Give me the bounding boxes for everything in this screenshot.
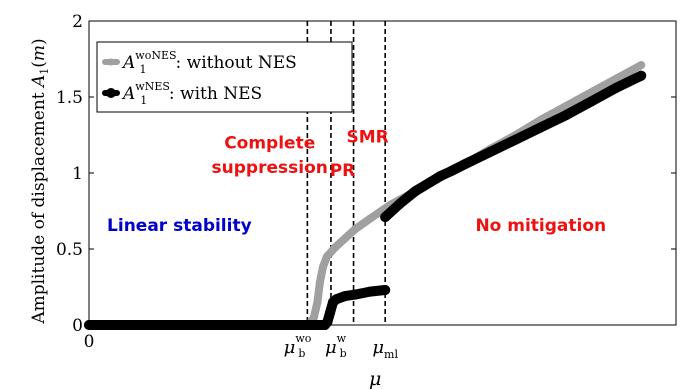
legend-label-without-nes: AwoNES 1: without NES [121,49,297,76]
plot-area: Linear stability Complete suppression PR SMR… [84,21,647,330]
annotation-pr: PR [330,161,356,181]
y-tick-label: 0.5 [56,240,83,260]
y-tick-label: 1.5 [56,88,83,108]
data-point [485,146,496,157]
annotation-nomit: No mitigation [475,216,606,236]
x-axis-label: μ [369,368,381,389]
data-point [561,102,570,111]
x-tick-label-origin: 0 [84,332,95,352]
y-tick-label: 2 [72,12,83,32]
y-tick-label: 0 [72,316,83,336]
legend-box [96,41,353,113]
legend-swatch-marker [106,88,116,98]
data-point [380,285,391,295]
annotation-smr: SMR [346,128,388,148]
data-point [586,96,596,107]
data-point [636,70,647,81]
data-point [611,82,622,93]
data-point [395,198,406,209]
x-tick-label-mu_ml: μml [372,337,398,361]
data-point [315,278,324,287]
data-point [309,313,318,322]
axis-labels: μ Amplitude of displacement A1(m) [29,38,381,389]
data-point [331,243,339,252]
data-point [410,186,421,197]
data-point [510,134,521,145]
annotation-linear: Linear stability [107,216,252,236]
data-point [341,234,349,243]
data-point [340,291,350,302]
data-point [637,61,646,70]
axis-ticks: 0 0.5 1 1.5 2 0 μwo b μw b μml [56,12,676,361]
data-point [535,122,546,133]
data-point [313,298,322,307]
y-axis-label: Amplitude of displacement A1(m) [29,38,51,324]
data-point [612,74,621,83]
annotation-complete2: suppression [212,158,328,178]
data-point [322,252,331,261]
data-point [587,88,595,97]
data-point [445,166,456,177]
data-point [325,307,335,318]
data-point [350,289,361,300]
data-point [435,171,446,181]
y-tick-label: 1 [72,164,83,184]
data-point [560,110,571,121]
x-tick-label-mu_b_w: μw b [325,332,347,360]
annotation-complete1: Complete [224,134,315,154]
data-point [331,294,342,305]
data-point [318,263,327,272]
data-point [425,177,436,188]
legend: AwoNES 1: without NES AwNES 1: with NES [96,41,353,113]
data-point [460,158,471,169]
data-point [385,207,396,218]
data-point [366,214,375,223]
data-point [351,225,360,234]
data-point [365,286,376,297]
legend-label-with-nes: AwNES 1: with NES [121,80,262,107]
x-tick-label-mu_b_wo: μwo b [284,332,312,360]
legend-swatch-marker [107,58,115,66]
